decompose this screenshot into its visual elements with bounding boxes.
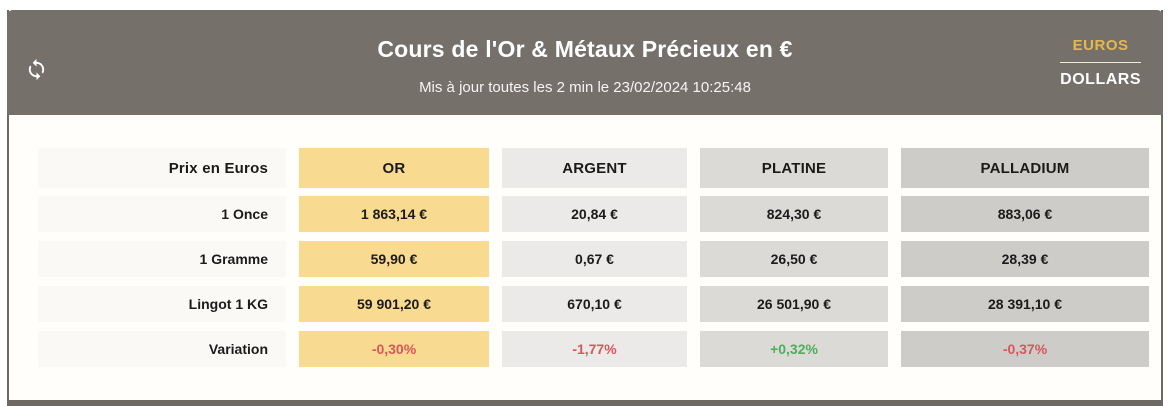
corner-label: Prix en Euros	[38, 148, 286, 188]
sync-arrows-icon	[25, 58, 48, 81]
row-label: Lingot 1 KG	[38, 286, 286, 322]
column-header-platine: PLATINE	[700, 148, 888, 188]
price-cell-palladium: 28,39 €	[901, 241, 1149, 277]
price-cell-or: 1 863,14 €	[299, 196, 489, 232]
prices-widget: Cours de l'Or & Métaux Précieux en € Mis…	[7, 10, 1163, 406]
table-row-lingot: Lingot 1 KG 59 901,20 € 670,10 € 26 501,…	[38, 286, 1149, 322]
row-label: 1 Gramme	[38, 241, 286, 277]
widget-header: Cours de l'Or & Métaux Précieux en € Mis…	[7, 10, 1163, 115]
variation-cell-or: -0,30%	[299, 331, 489, 367]
header-titles: Cours de l'Or & Métaux Précieux en € Mis…	[7, 36, 1163, 96]
table-header-row: Prix en Euros OR ARGENT PLATINE PALLADIU…	[38, 148, 1149, 188]
currency-dollars-button[interactable]: DOLLARS	[1060, 63, 1141, 89]
price-cell-palladium: 883,06 €	[901, 196, 1149, 232]
price-cell-palladium: 28 391,10 €	[901, 286, 1149, 322]
currency-euros-button[interactable]: EUROS	[1060, 37, 1141, 63]
variation-cell-platine: +0,32%	[700, 331, 888, 367]
price-cell-platine: 824,30 €	[700, 196, 888, 232]
row-label: Variation	[38, 331, 286, 367]
price-cell-platine: 26,50 €	[700, 241, 888, 277]
row-label: 1 Once	[38, 196, 286, 232]
price-cell-argent: 0,67 €	[502, 241, 687, 277]
table-row-variation: Variation -0,30% -1,77% +0,32% -0,37%	[38, 331, 1149, 367]
price-cell-argent: 670,10 €	[502, 286, 687, 322]
table-row-once: 1 Once 1 863,14 € 20,84 € 824,30 € 883,0…	[38, 196, 1149, 232]
price-cell-argent: 20,84 €	[502, 196, 687, 232]
price-cell-or: 59 901,20 €	[299, 286, 489, 322]
last-updated-text: Mis à jour toutes les 2 min le 23/02/202…	[419, 79, 751, 96]
currency-toggle: EUROS DOLLARS	[1060, 37, 1141, 89]
price-cell-or: 59,90 €	[299, 241, 489, 277]
prices-table: Prix en Euros OR ARGENT PLATINE PALLADIU…	[9, 115, 1161, 367]
column-header-argent: ARGENT	[502, 148, 687, 188]
table-row-gramme: 1 Gramme 59,90 € 0,67 € 26,50 € 28,39 €	[38, 241, 1149, 277]
page-title: Cours de l'Or & Métaux Précieux en €	[377, 36, 793, 62]
variation-cell-palladium: -0,37%	[901, 331, 1149, 367]
variation-cell-argent: -1,77%	[502, 331, 687, 367]
refresh-button[interactable]	[19, 52, 53, 86]
column-header-or: OR	[299, 148, 489, 188]
price-cell-platine: 26 501,90 €	[700, 286, 888, 322]
column-header-palladium: PALLADIUM	[901, 148, 1149, 188]
